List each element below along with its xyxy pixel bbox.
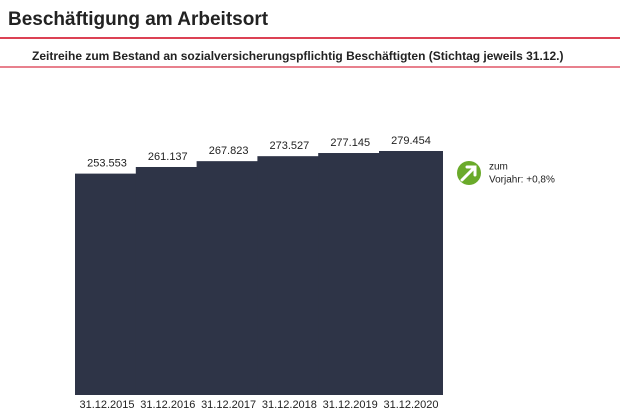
value-label: 279.454 xyxy=(391,135,431,147)
value-label: 277.145 xyxy=(330,137,370,149)
x-tick-label: 31.12.2015 xyxy=(79,399,134,411)
x-tick-label: 31.12.2017 xyxy=(201,399,256,411)
x-tick-label: 31.12.2019 xyxy=(323,399,378,411)
chart-subtitle: Zeitreihe zum Bestand an sozialversicher… xyxy=(32,49,563,63)
x-tick-label: 31.12.2020 xyxy=(383,399,438,411)
bar xyxy=(379,151,443,395)
x-tick-label: 31.12.2018 xyxy=(262,399,317,411)
bar xyxy=(257,156,322,395)
annotation: Vorjahr: +0,8% xyxy=(489,175,555,186)
bar xyxy=(75,173,139,395)
bar xyxy=(135,166,200,395)
value-label: 253.553 xyxy=(87,158,127,170)
bar xyxy=(318,153,383,395)
value-label: 261.137 xyxy=(148,151,188,163)
trend-icon xyxy=(457,161,481,185)
annotation: zum xyxy=(489,162,508,173)
bar xyxy=(196,161,261,395)
chart-title: Beschäftigung am Arbeitsort xyxy=(8,9,269,30)
value-label: 273.527 xyxy=(270,140,310,152)
value-label: 267.823 xyxy=(209,145,249,157)
x-tick-label: 31.12.2016 xyxy=(140,399,195,411)
